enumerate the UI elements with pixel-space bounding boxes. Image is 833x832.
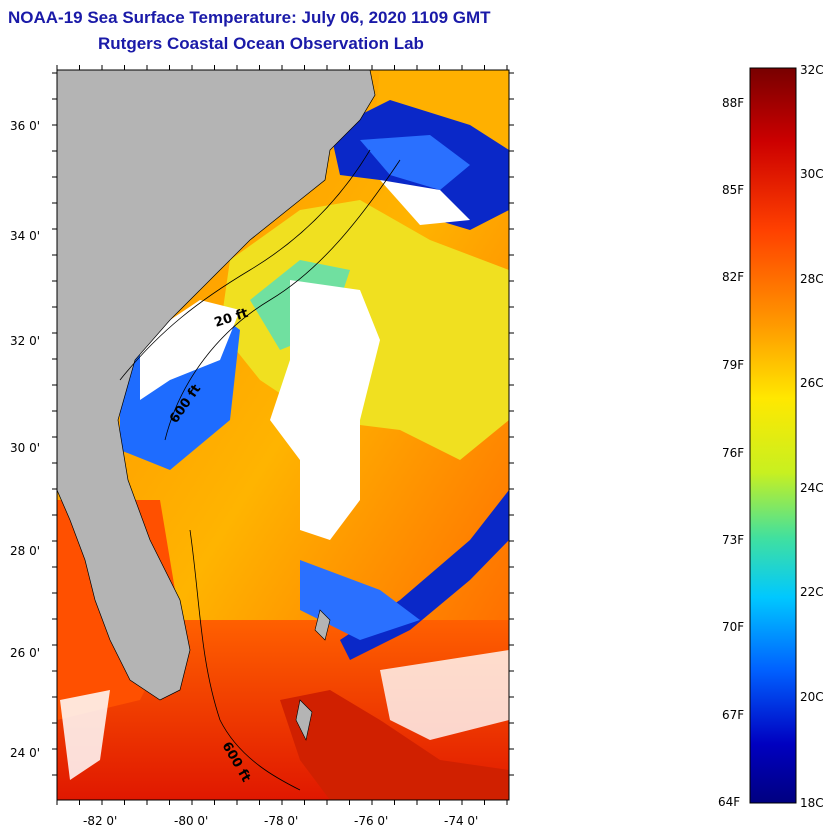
cloud-southeast [380,650,509,740]
lat-label-26: 26 0' [10,646,40,660]
cb-label-28c: 28C [800,272,824,286]
cb-label-20c: 20C [800,690,824,704]
cb-label-30c: 30C [800,167,824,181]
cb-label-79f: 79F [722,358,744,372]
lat-label-36: 36 0' [10,119,40,133]
cb-label-26c: 26C [800,376,824,390]
map-panel [57,70,509,800]
lat-label-32: 32 0' [10,334,40,348]
cb-label-22c: 22C [800,585,824,599]
cb-label-32c: 32C [800,63,824,77]
lon-label-74: -74 0' [444,814,478,828]
cloud-central [270,280,380,540]
lat-label-34: 34 0' [10,229,40,243]
land-mainland [57,70,376,701]
cloud-gulf [60,690,110,780]
lat-label-28: 28 0' [10,544,40,558]
cb-label-64f: 64F [718,795,740,809]
cb-label-24c: 24C [800,481,824,495]
cb-label-70f: 70F [722,620,744,634]
cb-label-67f: 67F [722,708,744,722]
lat-label-24: 24 0' [10,746,40,760]
lon-label-76: -76 0' [354,814,388,828]
contour-20ft [119,149,371,381]
cb-label-88f: 88F [722,96,744,110]
cool-water-north-inner [360,135,470,190]
cb-label-82f: 82F [722,270,744,284]
cloud-north [380,180,470,225]
title-line-1: NOAA-19 Sea Surface Temperature: July 06… [8,8,491,27]
title-line-2: Rutgers Coastal Ocean Observation Lab [98,34,424,53]
land-bahamas-1 [314,609,331,641]
axis-ticks [52,65,514,805]
cb-label-85f: 85F [722,183,744,197]
map-frame [56,69,510,801]
ocean-cuba-region [280,690,509,800]
contour-600ft-south [189,529,301,791]
cb-label-18c: 18C [800,796,824,810]
cb-label-73f: 73F [722,533,744,547]
contour-600ft [164,159,401,441]
cb-label-76f: 76F [722,446,744,460]
lon-label-80: -80 0' [174,814,208,828]
lat-label-30: 30 0' [10,441,40,455]
lon-label-82: -82 0' [83,814,117,828]
lon-label-78: -78 0' [264,814,298,828]
colorbar [749,67,797,804]
land-bahamas-2 [295,699,313,741]
